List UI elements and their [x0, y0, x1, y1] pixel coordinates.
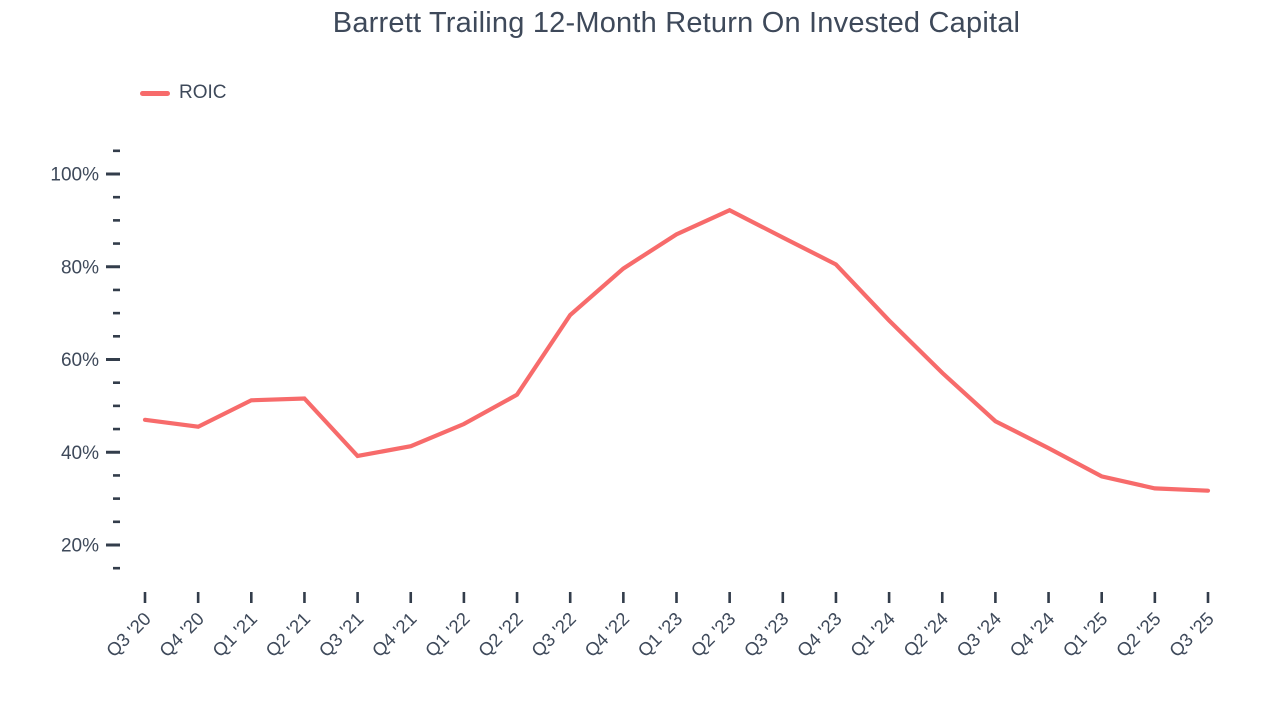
x-axis-tick-label: Q4 '21 [368, 608, 421, 661]
y-axis-tick-label: 80% [61, 257, 99, 278]
x-axis-tick-label: Q3 '22 [527, 608, 580, 661]
x-axis-tick-label: Q1 '24 [846, 608, 899, 661]
x-axis-tick-label: Q2 '25 [1112, 608, 1165, 661]
x-axis-tick-label: Q4 '24 [1005, 608, 1058, 661]
x-axis-tick-label: Q4 '20 [155, 608, 208, 661]
y-axis-tick-label: 20% [61, 536, 99, 557]
x-axis-tick-label: Q3 '25 [1165, 608, 1218, 661]
y-axis-tick-label: 40% [61, 443, 99, 464]
y-axis-tick-label: 100% [50, 165, 99, 186]
x-axis-tick-label: Q4 '23 [793, 608, 846, 661]
x-axis-tick-label: Q2 '22 [474, 608, 527, 661]
chart-title: Barrett Trailing 12-Month Return On Inve… [332, 7, 1021, 39]
x-axis-tick-label: Q1 '21 [208, 608, 261, 661]
x-axis-tick-label: Q3 '21 [314, 608, 367, 661]
x-axis-tick-label: Q3 '24 [952, 608, 1005, 661]
legend: ROIC [140, 82, 227, 104]
x-axis-tick-label: Q2 '23 [686, 608, 739, 661]
x-axis-tick-label: Q3 '23 [740, 608, 793, 661]
roic-line-series [142, 207, 1211, 493]
x-axis-tick-label: Q1 '23 [633, 608, 686, 661]
y-axis-tick-label: 60% [61, 350, 99, 371]
legend-line-swatch [140, 90, 170, 96]
legend-label: ROIC [179, 82, 227, 103]
x-axis-tick-label: Q2 '24 [899, 608, 952, 661]
x-axis-tick-label: Q2 '21 [261, 608, 314, 661]
x-axis-tick-label: Q4 '22 [580, 608, 633, 661]
x-axis-tick-label: Q3 '20 [102, 608, 155, 661]
x-axis-tick-label: Q1 '25 [1059, 608, 1112, 661]
x-axis-tick-label: Q1 '22 [421, 608, 474, 661]
